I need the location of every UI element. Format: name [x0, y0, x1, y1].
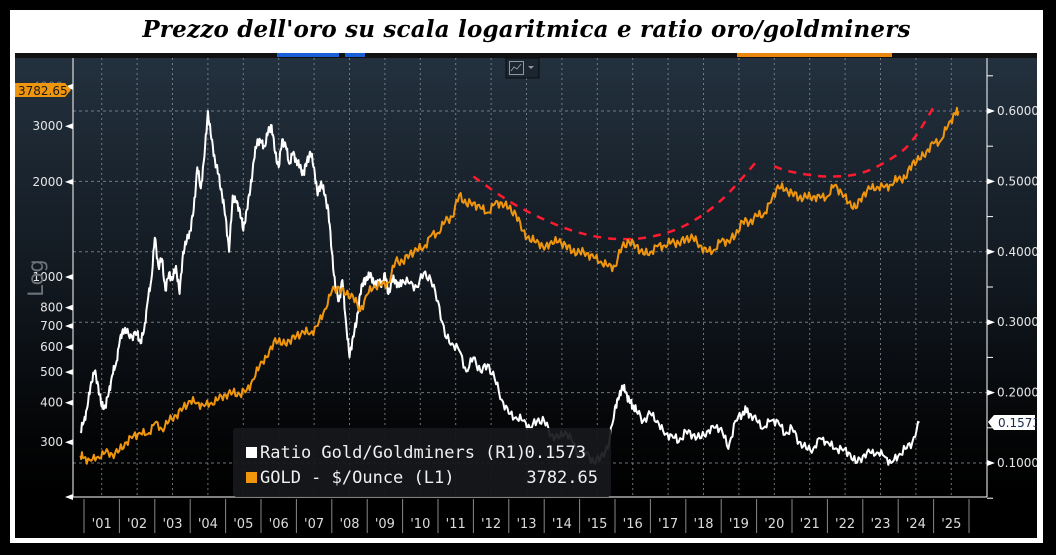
- x-tick-label: '01: [92, 517, 112, 532]
- x-tick-label: '17: [658, 517, 678, 532]
- right-tick-mark: [987, 178, 995, 185]
- right-tick-label: 0.3000: [997, 315, 1037, 329]
- legend-value-ratio: 0.1573: [525, 443, 586, 463]
- legend: Ratio Gold/Goldminers (R1) 0.1573 GOLD -…: [233, 428, 611, 497]
- legend-swatch-gold: [246, 472, 257, 483]
- legend-label-ratio: Ratio Gold/Goldminers (R1): [260, 443, 526, 463]
- left-tick-mark: [65, 123, 73, 130]
- left-tick-label: 500: [40, 365, 63, 379]
- ratio-line: [79, 110, 920, 466]
- right-tick-label: 0.4000: [997, 245, 1037, 259]
- left-tick-label: 400: [40, 396, 63, 410]
- right-value-flag-label: 0.1573: [998, 416, 1037, 430]
- x-tick-label: '05: [233, 517, 253, 532]
- x-tick-label: '25: [941, 517, 961, 532]
- chart-type-button-bg[interactable]: [505, 57, 540, 79]
- chart-area: 30040050060070080010002000300040000.1000…: [15, 53, 1037, 538]
- x-tick-label: '13: [516, 517, 536, 532]
- x-tick-label: '14: [552, 517, 572, 532]
- tab-indicator-blue-1[interactable]: [277, 53, 339, 57]
- right-tick-label: 0.5000: [997, 174, 1037, 188]
- x-tick-label: '18: [693, 517, 713, 532]
- trendlines: [472, 106, 935, 241]
- left-tick-label: 600: [40, 340, 63, 354]
- x-tick-label: '19: [729, 517, 749, 532]
- left-tick-mark: [65, 369, 73, 376]
- right-value-flag-bg: [988, 415, 1035, 430]
- left-tick-label: 2000: [32, 175, 63, 189]
- legend-swatch-ratio: [246, 447, 257, 458]
- left-tick-mark: [65, 494, 73, 500]
- trendline-2: [773, 106, 935, 178]
- legend-value-gold: 3782.65: [526, 468, 598, 488]
- gold-price-line: [79, 106, 960, 465]
- x-tick-label: '12: [481, 517, 501, 532]
- x-tick-label: '03: [162, 517, 182, 532]
- right-tick-label: 0.6000: [997, 104, 1037, 118]
- left-value-flag-label: 3782.65: [18, 84, 68, 98]
- x-tick-label: '06: [269, 517, 289, 532]
- left-tick-mark: [65, 178, 73, 185]
- series-lines: [79, 106, 960, 466]
- left-tick-label: 800: [40, 301, 63, 315]
- chevron-down-icon: [528, 66, 534, 69]
- left-value-flag-bg: [15, 83, 71, 97]
- log-axis-label: Log: [24, 259, 48, 297]
- left-tick-mark: [65, 439, 73, 446]
- x-tick-label: '04: [198, 517, 218, 532]
- right-tick-mark: [987, 389, 995, 396]
- line-chart-icon: [509, 61, 524, 75]
- x-tick-label: '20: [764, 517, 784, 532]
- x-tick-label: '23: [870, 517, 890, 532]
- right-tick-mark: [987, 460, 995, 466]
- x-tick-label: '07: [304, 517, 324, 532]
- x-tick-label: '02: [127, 517, 147, 532]
- left-tick-mark: [65, 322, 73, 329]
- trendline-1: [472, 160, 758, 241]
- right-tick-mark: [987, 319, 995, 326]
- tab-indicator-orange[interactable]: [737, 53, 892, 57]
- left-value-flag: 3782.65: [15, 83, 71, 98]
- chart-title: Prezzo dell'oro su scala logaritmica e r…: [142, 16, 911, 43]
- left-tick-label: 1000: [32, 270, 63, 284]
- right-value-flag: 0.1573: [988, 415, 1037, 430]
- chart-type-button[interactable]: [505, 57, 540, 79]
- right-tick-mark: [987, 108, 995, 114]
- x-tick-label: '10: [410, 517, 430, 532]
- left-tick-label: 700: [40, 319, 63, 333]
- x-tick-label: '21: [800, 517, 820, 532]
- left-tick-mark: [65, 399, 73, 406]
- x-tick-label: '09: [375, 517, 395, 532]
- legend-box: [233, 428, 611, 497]
- x-tick-label: '24: [906, 517, 926, 532]
- tab-indicator-blue-2[interactable]: [345, 53, 365, 57]
- x-tick-label: '16: [623, 517, 643, 532]
- axes: 30040050060070080010002000300040000.1000…: [32, 58, 1037, 533]
- left-tick-mark: [65, 274, 73, 280]
- left-tick-mark: [65, 83, 73, 90]
- x-tick-label: '11: [446, 517, 466, 532]
- right-tick-label: 0.2000: [997, 386, 1037, 400]
- legend-label-gold: GOLD - $/Ounce (L1): [260, 468, 454, 488]
- right-tick-label: 0.1000: [997, 456, 1037, 470]
- top-strip: [15, 53, 1037, 58]
- left-tick-mark: [65, 304, 73, 311]
- x-tick-label: '15: [587, 517, 607, 532]
- x-tick-label: '22: [835, 517, 855, 532]
- right-tick-mark: [987, 248, 995, 255]
- x-tick-label: '08: [339, 517, 359, 532]
- left-tick-label: 3000: [32, 119, 63, 133]
- left-tick-mark: [65, 344, 73, 351]
- chart-svg: 30040050060070080010002000300040000.1000…: [15, 53, 1037, 538]
- left-tick-label: 300: [40, 435, 63, 449]
